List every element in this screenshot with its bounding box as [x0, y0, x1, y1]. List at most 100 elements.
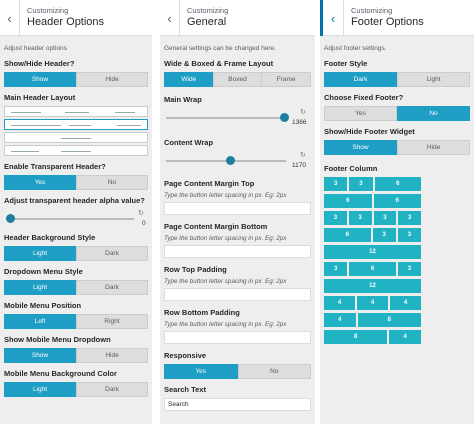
panel-header: ‹ Customizing Footer Options [320, 0, 474, 36]
no-option[interactable]: No [237, 364, 311, 379]
light-option[interactable]: Light [4, 280, 76, 295]
breadcrumb: Customizing [187, 6, 229, 15]
left-option[interactable]: Left [4, 314, 76, 329]
yes-option[interactable]: Yes [324, 106, 397, 121]
yes-option[interactable]: Yes [164, 364, 238, 379]
dark-option[interactable]: Dark [76, 280, 148, 295]
dark-option[interactable]: Dark [324, 72, 397, 87]
dark-option[interactable]: Dark [76, 382, 148, 397]
row-top-padding-label: Row Top Padding [164, 265, 227, 274]
footer-column-option[interactable]: 12 [324, 279, 421, 293]
row-bottom-padding-input[interactable] [164, 331, 311, 344]
light-option[interactable]: Light [4, 246, 76, 261]
margin-bottom-input[interactable] [164, 245, 311, 258]
row-top-padding-input[interactable] [164, 288, 311, 301]
footer-column-cell: 12 [324, 245, 421, 259]
show-option[interactable]: Show [4, 72, 76, 87]
footer-column-cell: 3 [397, 262, 421, 276]
yes-option[interactable]: Yes [4, 175, 76, 190]
undo-icon[interactable]: ↻ [300, 152, 306, 159]
panel-header: ‹ Customizing General [160, 0, 315, 36]
footer-widget-toggle: Show Hide [324, 140, 470, 155]
hide-option[interactable]: Hide [397, 140, 470, 155]
hide-option[interactable]: Hide [76, 348, 148, 363]
no-option[interactable]: No [397, 106, 470, 121]
mobile-menu-bg-label: Mobile Menu Background Color [4, 369, 117, 378]
margin-bottom-hint: Type the button letter spacing in px. Eg… [164, 235, 287, 242]
transparent-header-toggle: Yes No [4, 175, 148, 190]
header-layout-option-2[interactable] [4, 119, 148, 130]
footer-column-cell: 6 [374, 177, 421, 191]
show-hide-header-label: Show/Hide Header? [4, 59, 75, 68]
content-wrap-value: 1170 [292, 162, 306, 169]
content-wrap-label: Content Wrap [164, 138, 214, 147]
footer-widget-label: Show/Hide Footer Widget [324, 127, 415, 136]
slider-handle[interactable] [280, 113, 289, 122]
panel-header: ‹ Customizing Header Options [0, 0, 152, 36]
alpha-value: 0 [142, 220, 146, 227]
footer-options-panel: ‹ Customizing Footer Options Adjust foot… [320, 0, 474, 424]
header-layout-option-3[interactable] [4, 132, 148, 143]
footer-column-cell: 4 [389, 330, 421, 344]
slider-track[interactable] [6, 218, 134, 220]
show-option[interactable]: Show [324, 140, 397, 155]
hide-option[interactable]: Hide [76, 72, 148, 87]
footer-column-cell: 3 [349, 177, 373, 191]
no-option[interactable]: No [76, 175, 148, 190]
undo-icon[interactable]: ↻ [300, 109, 306, 116]
footer-column-cell: 3 [324, 211, 347, 225]
back-button[interactable]: ‹ [0, 0, 20, 36]
footer-column-cell: 6 [349, 262, 396, 276]
boxed-option[interactable]: Boxed [212, 72, 262, 87]
show-option[interactable]: Show [4, 348, 76, 363]
panel-title: Header Options [27, 16, 105, 28]
header-layout-option-4[interactable] [4, 145, 148, 156]
slider-handle[interactable] [226, 156, 235, 165]
header-layout-option-1[interactable] [4, 106, 148, 117]
light-option[interactable]: Light [397, 72, 470, 87]
margin-bottom-label: Page Content Margin Bottom [164, 222, 268, 231]
chevron-left-icon: ‹ [330, 10, 336, 26]
footer-column-cell: 3 [397, 228, 421, 242]
panel-description: Adjust header options [4, 45, 67, 52]
footer-style-label: Footer Style [324, 59, 368, 68]
layout-mode-label: Wide & Boxed & Frame Layout [164, 59, 274, 68]
transparent-header-label: Enable Transparent Header? [4, 162, 106, 171]
margin-top-hint: Type the button letter spacing in px. Eg… [164, 192, 287, 199]
search-text-input[interactable]: Search [164, 398, 311, 411]
wide-option[interactable]: Wide [164, 72, 213, 87]
slider-handle[interactable] [6, 214, 15, 223]
footer-column-cell: 3 [398, 211, 421, 225]
panel-title: Footer Options [351, 16, 424, 28]
footer-column-cell: 12 [324, 279, 421, 293]
footer-column-option[interactable]: 12 [324, 245, 421, 259]
header-bg-style-toggle: Light Dark [4, 246, 148, 261]
panel-description: Adjust footer settings. [324, 45, 387, 52]
slider-track[interactable] [166, 117, 286, 119]
back-button[interactable]: ‹ [320, 0, 344, 36]
responsive-label: Responsive [164, 351, 207, 360]
back-button[interactable]: ‹ [160, 0, 180, 36]
undo-icon[interactable]: ↻ [138, 210, 144, 217]
header-bg-style-label: Header Background Style [4, 233, 96, 242]
footer-column-cell: 4 [324, 313, 356, 327]
margin-top-input[interactable] [164, 202, 311, 215]
right-option[interactable]: Right [76, 314, 148, 329]
frame-option[interactable]: Frame [261, 72, 312, 87]
footer-column-cell: 3 [372, 228, 396, 242]
alpha-slider: ↻ 0 [4, 209, 148, 229]
show-hide-header-toggle: Show Hide [4, 72, 148, 87]
mobile-menu-bg-toggle: Light Dark [4, 382, 148, 397]
fixed-footer-label: Choose Fixed Footer? [324, 93, 404, 102]
light-option[interactable]: Light [4, 382, 76, 397]
footer-column-cell: 6 [324, 228, 371, 242]
dark-option[interactable]: Dark [76, 246, 148, 261]
